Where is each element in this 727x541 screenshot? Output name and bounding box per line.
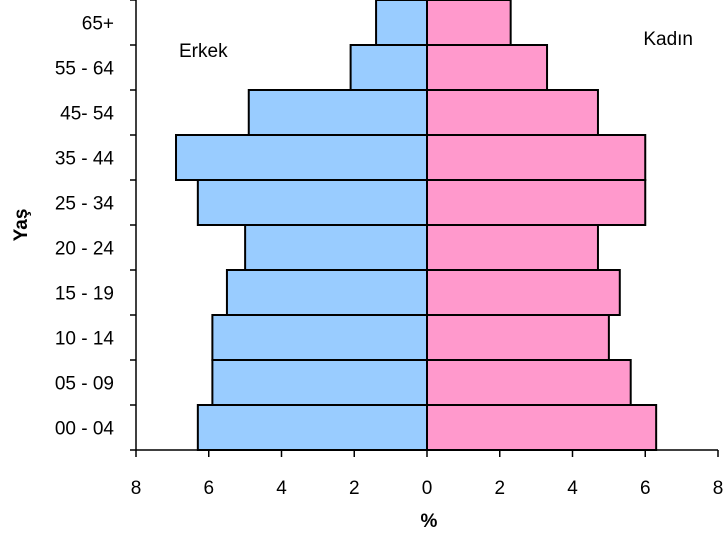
y-tick-label-6: 15 - 19 bbox=[55, 284, 114, 305]
bar-kadin-1 bbox=[426, 44, 549, 91]
bar-kadin-4 bbox=[426, 179, 647, 226]
x-tick-label-2: 4 bbox=[276, 478, 287, 499]
x-tick-label-0: 8 bbox=[131, 478, 142, 499]
x-tick-label-6: 4 bbox=[567, 478, 578, 499]
series-label-erkek: Erkek bbox=[179, 41, 228, 62]
labels-layer: Erkek Kadın Yaş % bbox=[11, 29, 693, 532]
y-tick-label-4: 25 - 34 bbox=[55, 194, 115, 215]
x-tick-label-4: 0 bbox=[422, 478, 433, 499]
x-tick-label-5: 2 bbox=[494, 478, 505, 499]
bar-erkek-0 bbox=[375, 0, 429, 46]
y-tick-label-1: 55 - 64 bbox=[55, 59, 115, 80]
y-axis-title: Yaş bbox=[11, 209, 32, 242]
bar-erkek-6 bbox=[225, 269, 428, 316]
x-axis-title: % bbox=[421, 511, 438, 532]
bar-kadin-0 bbox=[426, 0, 512, 46]
bar-erkek-1 bbox=[349, 44, 428, 91]
axes-layer: 65+ 55 - 64 45- 54 35 - 44 25 - 34 20 - 24 15 … bbox=[55, 0, 723, 499]
x-tick-label-1: 6 bbox=[203, 478, 214, 499]
bar-kadin-5 bbox=[426, 224, 599, 271]
bar-erkek-2 bbox=[247, 89, 428, 136]
bar-erkek-4 bbox=[196, 179, 428, 226]
bar-erkek-5 bbox=[244, 224, 428, 271]
bar-erkek-3 bbox=[175, 134, 428, 181]
y-tick-label-8: 05 - 09 bbox=[55, 374, 114, 395]
bar-kadin-8 bbox=[426, 359, 632, 406]
y-tick-label-0: 65+ bbox=[82, 14, 114, 35]
bar-erkek-9 bbox=[196, 404, 428, 451]
bar-kadin-6 bbox=[426, 269, 621, 316]
y-tick-label-3: 35 - 44 bbox=[55, 149, 115, 170]
y-tick-label-7: 10 - 14 bbox=[55, 329, 115, 350]
y-tick-label-9: 00 - 04 bbox=[55, 419, 115, 440]
bars-layer bbox=[175, 0, 658, 451]
y-tick-label-5: 20 - 24 bbox=[55, 239, 115, 260]
y-tick-label-2: 45- 54 bbox=[60, 104, 114, 125]
bar-erkek-8 bbox=[211, 359, 428, 406]
bar-kadin-3 bbox=[426, 134, 647, 181]
bar-erkek-7 bbox=[211, 314, 428, 361]
x-tick-label-3: 2 bbox=[349, 478, 360, 499]
bar-kadin-2 bbox=[426, 89, 599, 136]
x-tick-label-8: 8 bbox=[713, 478, 724, 499]
bar-kadin-7 bbox=[426, 314, 610, 361]
series-label-kadin: Kadın bbox=[643, 29, 693, 50]
bar-kadin-9 bbox=[426, 404, 658, 451]
x-tick-label-7: 6 bbox=[640, 478, 651, 499]
